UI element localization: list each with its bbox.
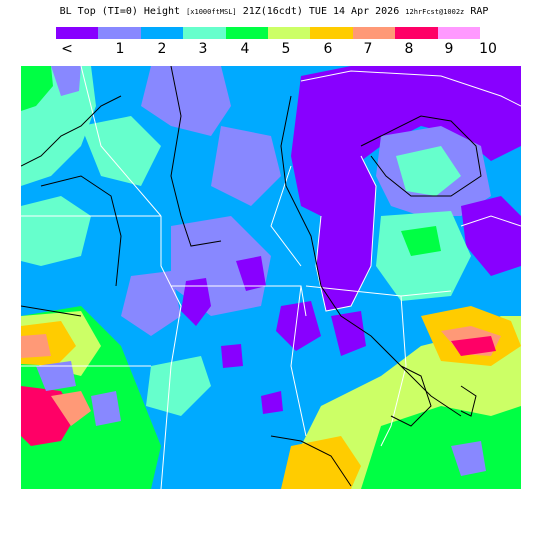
border-9: [80, 66, 162, 217]
legend-swatch-1: [98, 27, 141, 39]
field-aqua-1: [81, 116, 161, 186]
field-purple-2: [236, 256, 266, 291]
legend-tick-9: 9: [444, 41, 454, 57]
contour-1: [21, 95, 122, 167]
legend-swatch-8: [395, 27, 438, 39]
legend-swatch-3: [183, 27, 226, 39]
field-green-michigan: [401, 226, 441, 256]
coastlines: [300, 70, 521, 312]
contour-3: [170, 66, 222, 247]
field-lav-sw-3: [91, 391, 121, 426]
title-model: RAP: [470, 6, 489, 17]
field-lav-se: [451, 441, 486, 476]
field-purple-5: [261, 391, 283, 414]
field-aqua-michigan: [376, 211, 471, 301]
field-salmon-sw-2: [51, 391, 91, 426]
field-nw-lav: [51, 66, 81, 96]
contour-6: [390, 365, 432, 427]
field-lav-sw: [121, 271, 181, 336]
lake-superior: [291, 66, 521, 216]
border-8: [270, 165, 302, 267]
height-contours: [21, 66, 482, 487]
legend-swatch-4: [225, 27, 269, 39]
field-purple-1: [181, 278, 211, 326]
field-salmon-sw: [21, 334, 51, 358]
field-aqua-lake: [396, 146, 461, 196]
coast-michigan: [315, 155, 377, 312]
legend-tick-5: 5: [281, 41, 291, 57]
legend-tick-1: 1: [115, 41, 125, 57]
field-aqua-2: [21, 196, 91, 266]
border-3: [160, 216, 182, 489]
contour-4: [280, 95, 462, 417]
field-red-east: [451, 336, 496, 356]
title-valid-time: 21Z(16cdt) TUE 14 Apr 2026: [242, 6, 400, 17]
field-lav-north: [141, 66, 231, 136]
legend-swatch-9: [437, 27, 481, 39]
map-canvas: [21, 66, 521, 489]
contour-8: [270, 435, 352, 487]
legend-tick-7: 7: [363, 41, 373, 57]
field-aqua-sw: [146, 356, 211, 416]
title-main: BL Top (TI=0) Height: [59, 6, 181, 17]
legend-tick-labels: < 1 2 3 4 5 6 7 8 9 10: [0, 41, 548, 57]
border-5: [290, 285, 307, 437]
field-purple-3: [276, 301, 321, 351]
title-init-time: 12hrFcst@1002z: [405, 8, 465, 16]
legend-tick-3: 3: [198, 41, 208, 57]
legend-tick-6: 6: [323, 41, 333, 57]
legend-tick-0: <: [61, 41, 73, 57]
color-legend: [56, 27, 481, 39]
legend-tick-2: 2: [157, 41, 167, 57]
state-borders: [21, 66, 452, 489]
field-lav-central: [211, 126, 281, 206]
legend-tick-4: 4: [240, 41, 250, 57]
map-title: BL Top (TI=0) Height [x1000ftMSL] 21Z(16…: [0, 6, 548, 17]
legend-swatch-0: [56, 27, 99, 39]
field-orange-south: [281, 436, 361, 489]
coast-superior: [300, 70, 521, 107]
legend-swatch-5: [268, 27, 311, 39]
legend-tick-8: 8: [404, 41, 414, 57]
lake-huron: [461, 196, 521, 276]
contour-5: [360, 115, 482, 197]
forecast-map: [21, 66, 521, 489]
field-lav-sw-2: [36, 361, 76, 391]
field-nw-green: [21, 66, 53, 111]
lake-michigan: [316, 156, 376, 311]
coast-huron: [460, 215, 521, 227]
title-units: [x1000ftMSL]: [186, 8, 237, 16]
legend-swatch-2: [140, 27, 184, 39]
field-purple-4: [331, 311, 366, 356]
legend-swatch-7: [352, 27, 396, 39]
legend-tick-10: 10: [479, 41, 497, 57]
legend-swatch-6: [310, 27, 353, 39]
field-purple-6: [221, 344, 243, 368]
contour-2: [40, 175, 122, 287]
contour-9: [21, 305, 82, 317]
contour-7: [460, 385, 477, 417]
border-7: [380, 295, 407, 447]
